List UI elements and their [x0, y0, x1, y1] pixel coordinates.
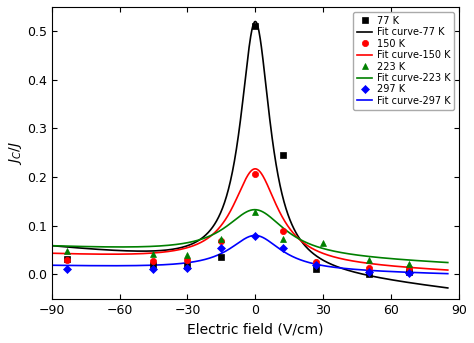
X-axis label: Electric field (V/cm): Electric field (V/cm) [187, 322, 324, 336]
297 K [219, 246, 224, 250]
Fit curve-223 K [445, 260, 451, 264]
150 K [64, 258, 70, 262]
77 K [219, 255, 224, 259]
150 K [219, 239, 224, 243]
Line: Fit curve-77 K: Fit curve-77 K [52, 22, 448, 288]
77 K [64, 257, 70, 261]
Fit curve-150 K [223, 216, 229, 221]
Fit curve-150 K [252, 167, 258, 171]
Line: 297 K: 297 K [64, 233, 412, 276]
223 K [253, 210, 258, 214]
223 K [184, 253, 190, 257]
Fit curve-77 K [89, 247, 95, 251]
223 K [280, 237, 285, 241]
Fit curve-297 K [358, 268, 364, 272]
150 K [184, 258, 190, 262]
223 K [320, 241, 326, 245]
Fit curve-297 K [365, 268, 371, 272]
Line: 150 K: 150 K [64, 170, 412, 272]
297 K [314, 262, 319, 267]
297 K [407, 271, 412, 275]
Fit curve-150 K [445, 268, 451, 272]
150 K [253, 172, 258, 176]
Fit curve-77 K [253, 20, 258, 24]
150 K [280, 228, 285, 233]
Fit curve-150 K [358, 260, 364, 264]
297 K [280, 246, 285, 250]
Fit curve-223 K [223, 225, 229, 229]
223 K [366, 258, 372, 262]
Fit curve-77 K [209, 226, 215, 230]
77 K [253, 24, 258, 28]
Line: 77 K: 77 K [64, 23, 412, 277]
Fit curve-150 K [321, 252, 327, 256]
77 K [407, 270, 412, 274]
Fit curve-297 K [89, 264, 95, 268]
Fit curve-77 K [365, 273, 371, 277]
Line: 223 K: 223 K [64, 209, 412, 267]
150 K [366, 265, 372, 270]
223 K [219, 237, 224, 241]
Fit curve-150 K [365, 261, 371, 265]
297 K [366, 270, 372, 274]
Fit curve-77 K [358, 272, 364, 276]
223 K [64, 249, 70, 253]
Fit curve-77 K [223, 196, 229, 200]
223 K [407, 262, 412, 266]
150 K [407, 267, 412, 271]
Line: Fit curve-223 K: Fit curve-223 K [52, 210, 448, 262]
Fit curve-77 K [49, 244, 55, 248]
Fit curve-150 K [209, 233, 215, 237]
297 K [151, 268, 156, 272]
Fit curve-297 K [321, 264, 327, 268]
297 K [253, 234, 258, 238]
Fit curve-297 K [49, 263, 55, 267]
Fit curve-297 K [252, 233, 258, 237]
Fit curve-77 K [321, 259, 327, 263]
Fit curve-223 K [365, 254, 371, 258]
Fit curve-297 K [223, 249, 229, 253]
77 K [366, 272, 372, 276]
Fit curve-297 K [445, 272, 451, 276]
Fit curve-223 K [49, 244, 55, 248]
77 K [184, 263, 190, 268]
Fit curve-223 K [209, 233, 215, 237]
150 K [314, 260, 319, 264]
Fit curve-297 K [209, 255, 215, 259]
Legend: 77 K, Fit curve-77 K, 150 K, Fit curve-150 K, 223 K, Fit curve-223 K, 297 K, Fit: 77 K, Fit curve-77 K, 150 K, Fit curve-1… [354, 12, 454, 110]
Fit curve-77 K [445, 286, 451, 290]
Fit curve-150 K [89, 252, 95, 256]
Line: Fit curve-150 K: Fit curve-150 K [52, 169, 448, 270]
Fit curve-223 K [89, 245, 95, 249]
77 K [314, 268, 319, 272]
Fit curve-223 K [321, 247, 327, 251]
77 K [280, 153, 285, 157]
Fit curve-150 K [49, 251, 55, 255]
Fit curve-223 K [358, 253, 364, 258]
Line: Fit curve-297 K: Fit curve-297 K [52, 235, 448, 274]
223 K [151, 252, 156, 256]
297 K [184, 267, 190, 271]
Y-axis label: $J_C/J$: $J_C/J$ [7, 141, 24, 165]
297 K [64, 268, 70, 272]
150 K [151, 259, 156, 263]
Fit curve-223 K [252, 208, 257, 212]
77 K [151, 262, 156, 267]
